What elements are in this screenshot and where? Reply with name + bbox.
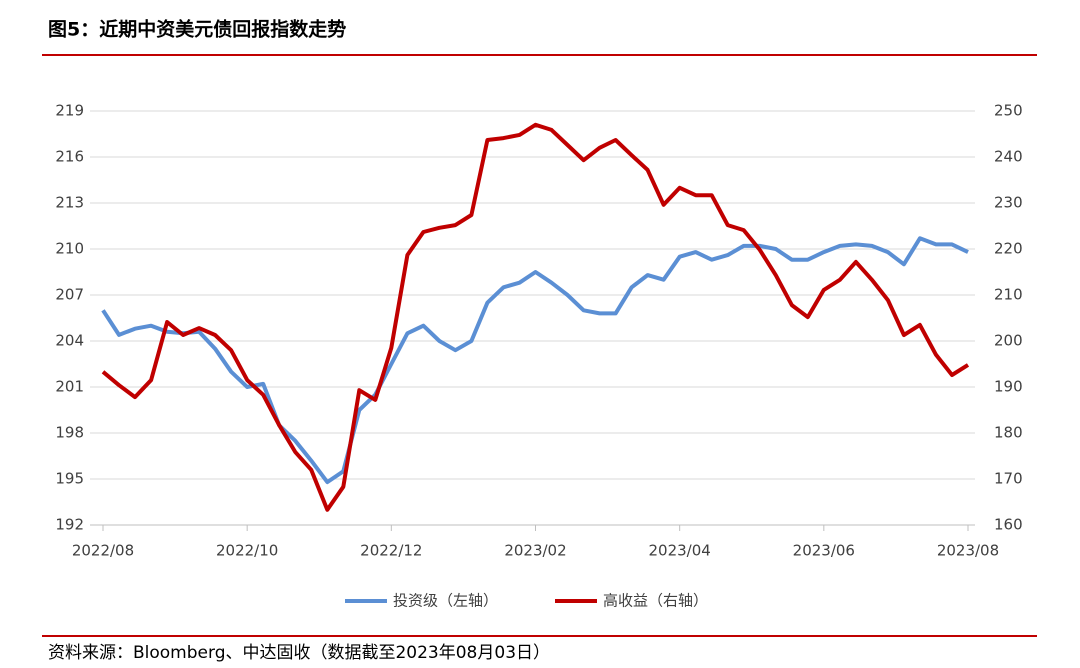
y2-tick-label: 170 <box>994 470 1023 488</box>
y2-tick-label: 230 <box>994 194 1023 212</box>
x-tick-label: 2022/10 <box>216 542 278 560</box>
y-tick-label: 219 <box>55 102 84 120</box>
y-tick-label: 207 <box>55 286 84 304</box>
y-tick-label: 204 <box>55 332 84 350</box>
y2-tick-label: 220 <box>994 240 1023 258</box>
series-line <box>101 236 969 485</box>
x-tick-label: 2022/12 <box>360 542 422 560</box>
y-tick-label: 201 <box>55 378 84 396</box>
y2-tick-label: 160 <box>994 516 1023 534</box>
y-tick-label: 198 <box>55 424 84 442</box>
y-tick-label: 216 <box>55 148 84 166</box>
y-tick-label: 210 <box>55 240 84 258</box>
x-tick-label: 2023/02 <box>504 542 566 560</box>
y2-tick-label: 210 <box>994 286 1023 304</box>
source-note: 资料来源：Bloomberg、中达固收（数据截至2023年08月03日） <box>48 643 550 663</box>
series-line <box>101 122 970 512</box>
chart-title: 图5：近期中资美元债回报指数走势 <box>48 18 346 41</box>
y-tick-label: 213 <box>55 194 84 212</box>
x-tick-label: 2023/04 <box>649 542 711 560</box>
x-tick-label: 2023/06 <box>793 542 855 560</box>
legend-label: 投资级（左轴） <box>393 592 498 610</box>
y-tick-label: 195 <box>55 470 84 488</box>
y2-tick-label: 250 <box>994 102 1023 120</box>
y2-tick-label: 190 <box>994 378 1023 396</box>
x-tick-label: 2022/08 <box>72 542 134 560</box>
y2-tick-label: 240 <box>994 148 1023 166</box>
legend-label: 高收益（右轴） <box>603 592 708 610</box>
y-tick-label: 192 <box>55 516 84 534</box>
y2-tick-label: 180 <box>994 424 1023 442</box>
x-tick-label: 2023/08 <box>937 542 999 560</box>
y2-tick-label: 200 <box>994 332 1023 350</box>
